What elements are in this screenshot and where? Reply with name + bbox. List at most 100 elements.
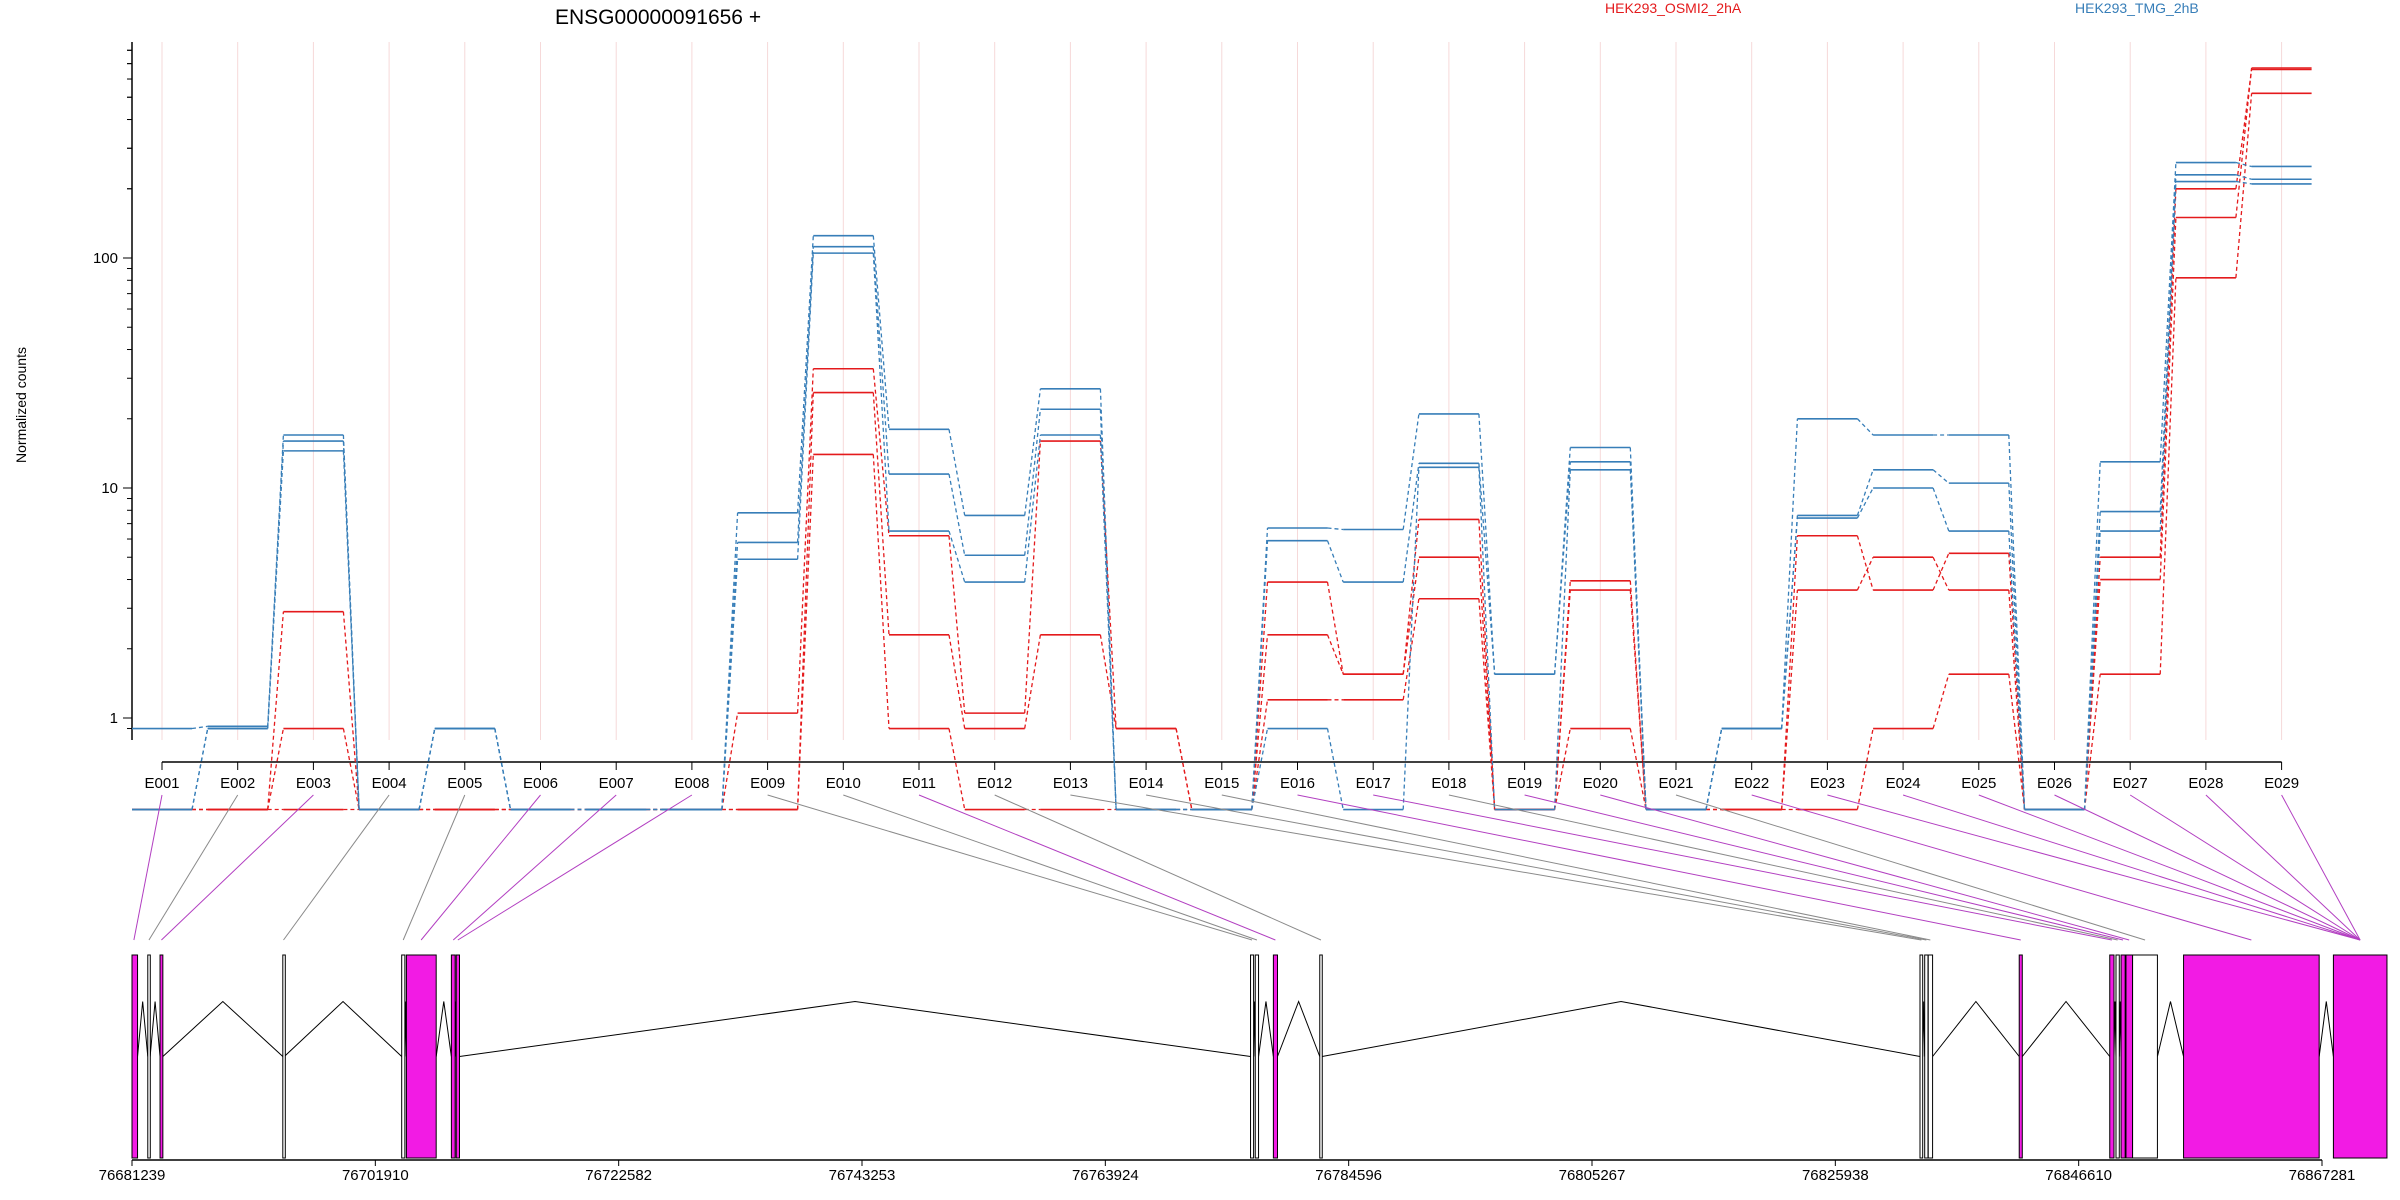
exon-box bbox=[2109, 954, 2115, 1159]
y-axis-label: Normalized counts bbox=[13, 347, 29, 463]
data-connector bbox=[267, 611, 285, 810]
x-tick-label-e026: E026 bbox=[2037, 775, 2072, 792]
x-tick-label-e016: E016 bbox=[1280, 775, 1315, 792]
data-connector bbox=[1402, 598, 1420, 700]
data-connector bbox=[2008, 434, 2026, 810]
x-tick-label-e025: E025 bbox=[1961, 775, 1996, 792]
x-tick-label-e011: E011 bbox=[902, 775, 936, 792]
exon-box bbox=[147, 954, 151, 1159]
data-connector bbox=[2235, 69, 2253, 189]
coordinate-label: 76763924 bbox=[1072, 1167, 1139, 1184]
data-connector bbox=[1856, 728, 1874, 810]
exon-connector-e002 bbox=[148, 794, 239, 941]
x-tick-label-e009: E009 bbox=[750, 775, 785, 792]
data-connector bbox=[1024, 441, 1042, 714]
exon-box bbox=[2125, 954, 2134, 1159]
coordinate-label: 76743253 bbox=[829, 1167, 896, 1184]
data-connector bbox=[494, 728, 512, 810]
exon-connector-e013 bbox=[1070, 794, 1922, 941]
x-tick-label-e029: E029 bbox=[2264, 775, 2299, 792]
data-connector bbox=[1553, 461, 1571, 675]
exon-connector-e027 bbox=[2129, 794, 2361, 941]
y-tick-label: 1 bbox=[110, 710, 118, 727]
x-tick-label-e024: E024 bbox=[1886, 775, 1921, 792]
x-tick-label-e012: E012 bbox=[977, 775, 1012, 792]
exon-connector-e001 bbox=[133, 794, 163, 941]
intron-line bbox=[1277, 1000, 1321, 1057]
intron-line bbox=[2156, 1001, 2185, 1057]
data-connector bbox=[1024, 634, 1042, 729]
data-connector bbox=[1251, 728, 1269, 810]
intron-line bbox=[137, 1001, 149, 1057]
intron-line bbox=[459, 1000, 1251, 1057]
exon-box bbox=[405, 954, 437, 1159]
exon-box bbox=[1924, 954, 1929, 1159]
data-connector bbox=[1781, 590, 1799, 810]
x-tick-label-e028: E028 bbox=[2188, 775, 2223, 792]
exon-box bbox=[2132, 954, 2158, 1159]
data-connector bbox=[2008, 530, 2026, 810]
data-connector bbox=[2159, 174, 2177, 512]
exon-connectors bbox=[133, 794, 2361, 941]
legend-label-osmi2: HEK293_OSMI2_2hA bbox=[1605, 0, 1742, 16]
data-connector bbox=[1553, 469, 1571, 810]
data-connector bbox=[1932, 469, 1950, 484]
intron-line bbox=[162, 1000, 284, 1057]
data-connector bbox=[2008, 590, 2026, 810]
data-connector bbox=[1402, 519, 1420, 675]
x-tick-label-e005: E005 bbox=[447, 775, 482, 792]
data-connector bbox=[342, 441, 360, 810]
x-tick-label-e002: E002 bbox=[220, 775, 255, 792]
exon-connector-e025 bbox=[1978, 794, 2361, 941]
exon-connector-e010 bbox=[843, 794, 1258, 941]
x-tick-label-e021: E021 bbox=[1658, 775, 1693, 792]
exon-connector-e028 bbox=[2205, 794, 2361, 941]
data-connector bbox=[1326, 581, 1344, 675]
data-connector bbox=[796, 392, 814, 810]
exon-connector-e019 bbox=[1524, 794, 2124, 941]
data-connector bbox=[1932, 674, 1950, 729]
exon-connector-e016 bbox=[1297, 794, 2021, 941]
intron-line bbox=[2318, 1001, 2334, 1057]
data-connector bbox=[1099, 634, 1117, 729]
axes: 1 10 100 E001 E002 E003 E004 E005 E006 E007 E008 E0… bbox=[93, 42, 2299, 792]
data-connector bbox=[2235, 161, 2252, 168]
data-connector bbox=[1553, 590, 1571, 810]
data-connector bbox=[1856, 556, 1874, 591]
x-tick-label-e027: E027 bbox=[2113, 775, 2148, 792]
exon-box bbox=[2018, 954, 2023, 1159]
data-connector bbox=[1781, 535, 1799, 810]
data-connector bbox=[342, 611, 360, 810]
x-tick-label-e006: E006 bbox=[523, 775, 558, 792]
coordinate-label: 76846610 bbox=[2045, 1167, 2112, 1184]
intron-line bbox=[1932, 1000, 2020, 1057]
intron-line bbox=[1322, 1000, 1921, 1057]
legend-label-tmg: HEK293_TMG_2hB bbox=[2075, 0, 2199, 16]
data-connector bbox=[1326, 540, 1344, 583]
data-connector bbox=[1856, 487, 1874, 519]
data-connector bbox=[796, 253, 814, 560]
data-connector bbox=[1251, 540, 1269, 810]
data-connector bbox=[796, 368, 814, 714]
data-connector bbox=[2159, 181, 2177, 532]
exon-connector-e026 bbox=[2054, 794, 2361, 941]
data-connector bbox=[2008, 483, 2026, 810]
data-connector bbox=[721, 713, 739, 810]
data-connector bbox=[872, 235, 890, 430]
data-connector bbox=[948, 535, 966, 714]
data-connector bbox=[2083, 674, 2101, 810]
x-tick-label-e020: E020 bbox=[1583, 775, 1618, 792]
coordinate-label: 76784596 bbox=[1315, 1167, 1382, 1184]
data-connector bbox=[1629, 728, 1647, 810]
intron-line bbox=[149, 1001, 161, 1057]
data-connector bbox=[1856, 469, 1874, 516]
data-connector bbox=[1402, 413, 1420, 530]
exon-connector-e017 bbox=[1373, 794, 2112, 941]
data-connector bbox=[872, 392, 890, 635]
exon-connector-e022 bbox=[1751, 794, 2252, 941]
exon-box bbox=[282, 954, 286, 1159]
data-connector bbox=[267, 450, 285, 729]
coordinate-label: 76805267 bbox=[1559, 1167, 1626, 1184]
data-connector bbox=[1402, 467, 1420, 810]
